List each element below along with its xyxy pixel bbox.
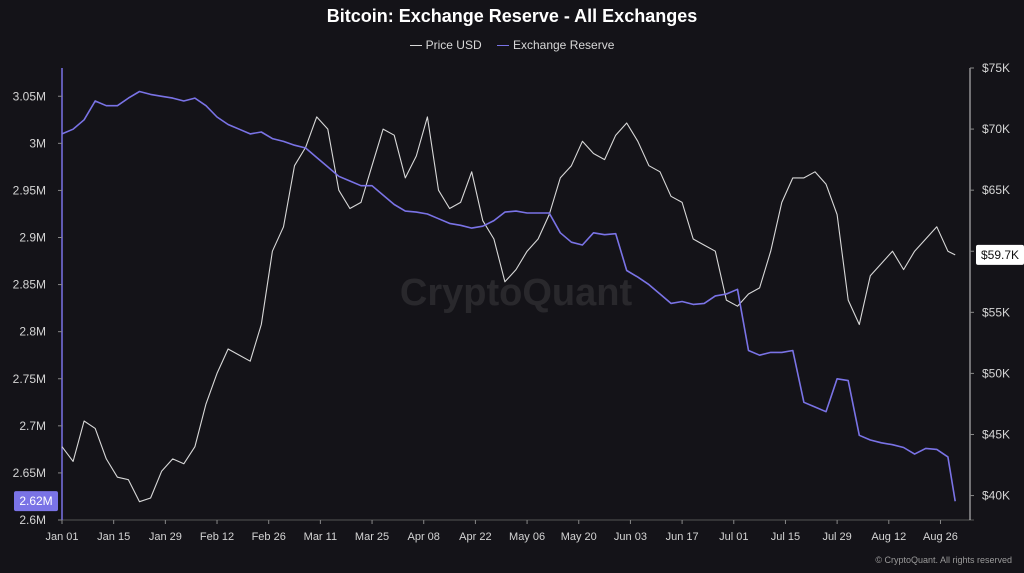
current-price-tag bbox=[976, 244, 1024, 265]
watermark-text: CryptoQuant bbox=[400, 272, 633, 314]
x-tick-label: Mar 11 bbox=[304, 531, 337, 543]
series-line-exchange-reserve bbox=[61, 90, 956, 502]
y-left-tick-label: 2.8M bbox=[19, 325, 46, 339]
y-left-tick-label: 2.9M bbox=[19, 231, 46, 245]
x-tick-label: Apr 08 bbox=[408, 531, 440, 543]
legend-item-reserve[interactable]: Exchange Reserve bbox=[496, 38, 615, 52]
x-tick-label: Jun 03 bbox=[614, 531, 647, 543]
legend: Price USD Exchange Reserve bbox=[0, 38, 1024, 52]
y-left-tick-label: 2.95M bbox=[13, 183, 46, 197]
y-left-tick-label: 2.65M bbox=[13, 466, 46, 480]
x-tick-label: Jan 29 bbox=[149, 531, 182, 543]
legend-label-price: Price USD bbox=[425, 38, 482, 52]
y-left-tick-label: 3M bbox=[29, 136, 46, 150]
y-right-tick-label: $75K bbox=[982, 61, 1010, 75]
y-left-tick-label: 2.7M bbox=[19, 419, 46, 433]
legend-label-reserve: Exchange Reserve bbox=[512, 38, 615, 52]
y-left-tick-label: 2.75M bbox=[13, 372, 46, 386]
x-tick-label: Jun 17 bbox=[666, 531, 699, 543]
series-line-price-usd bbox=[61, 116, 956, 503]
y-right-tick-label: $40K bbox=[982, 489, 1010, 503]
y-right-tick-label: $65K bbox=[982, 183, 1010, 197]
x-tick-label: Aug 26 bbox=[923, 531, 958, 543]
x-tick-label: Apr 22 bbox=[459, 531, 491, 543]
x-tick-label: Feb 12 bbox=[200, 531, 234, 543]
x-tick-label: Jan 15 bbox=[97, 531, 130, 543]
current-reserve-tag bbox=[14, 491, 58, 512]
x-tick-label: Jul 15 bbox=[771, 531, 800, 543]
legend-line-price-icon bbox=[409, 45, 422, 47]
x-tick-label: Jul 29 bbox=[822, 531, 851, 543]
x-tick-label: Mar 25 bbox=[355, 531, 389, 543]
x-tick-label: Aug 12 bbox=[871, 531, 906, 543]
y-left-tick-label: 3.05M bbox=[13, 89, 46, 103]
y-right-tick-label: $70K bbox=[982, 122, 1010, 136]
x-tick-label: Feb 26 bbox=[252, 531, 286, 543]
chart-title: Bitcoin: Exchange Reserve - All Exchange… bbox=[326, 6, 698, 26]
y-left-tick-label: 2.85M bbox=[13, 278, 46, 292]
x-tick-label: Jan 01 bbox=[45, 531, 78, 543]
y-right-tick-label: $50K bbox=[982, 366, 1010, 380]
x-tick-label: Jul 01 bbox=[719, 531, 748, 543]
x-tick-label: May 20 bbox=[561, 531, 597, 543]
copyright-notice: © CryptoQuant. All rights reserved bbox=[875, 555, 1012, 565]
y-right-tick-label: $55K bbox=[982, 305, 1010, 319]
x-tick-label: May 06 bbox=[509, 531, 545, 543]
y-left-tick-label: 2.6M bbox=[19, 513, 46, 527]
legend-item-price[interactable]: Price USD bbox=[409, 38, 482, 52]
y-right-tick-label: $45K bbox=[982, 427, 1010, 441]
current-reserve-label: 2.62M bbox=[19, 494, 52, 508]
legend-line-reserve-icon bbox=[496, 45, 509, 47]
current-price-label: $59.7K bbox=[981, 248, 1019, 262]
